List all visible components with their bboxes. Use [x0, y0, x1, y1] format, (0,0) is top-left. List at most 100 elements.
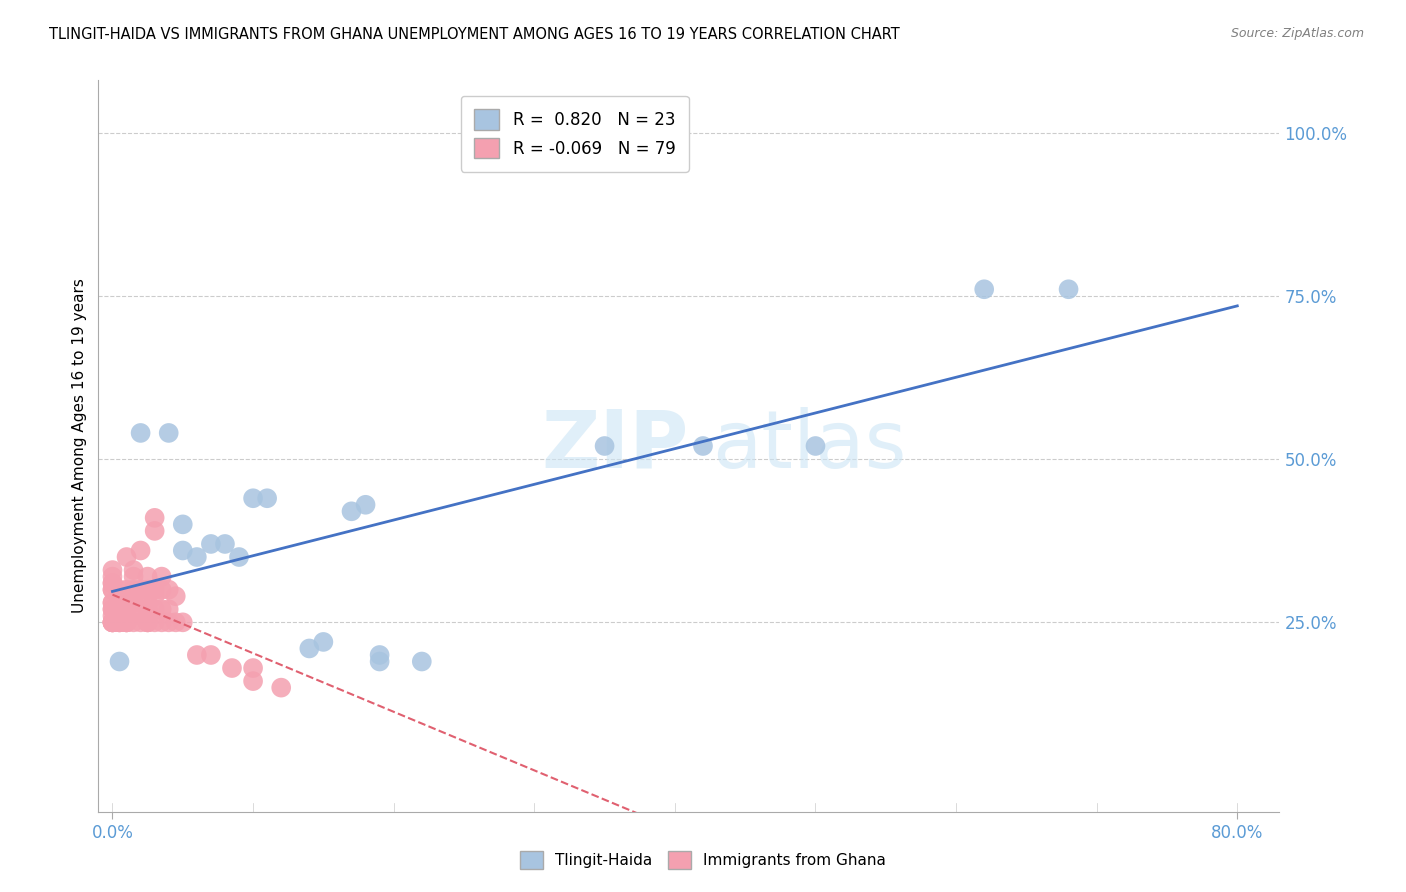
Point — [256, 491, 278, 506]
Text: 0.820: 0.820 — [529, 110, 581, 128]
Point — [115, 549, 138, 564]
Point — [165, 589, 187, 603]
Point — [150, 569, 173, 583]
Point — [340, 504, 363, 518]
Point — [122, 615, 145, 630]
Point — [129, 602, 152, 616]
Point — [101, 615, 124, 630]
Point — [108, 655, 131, 669]
Point — [101, 569, 124, 583]
Point — [270, 681, 292, 695]
Point — [129, 582, 152, 597]
Point — [101, 596, 124, 610]
Legend: Tlingit-Haida, Immigrants from Ghana: Tlingit-Haida, Immigrants from Ghana — [515, 845, 891, 875]
Point — [108, 615, 131, 630]
Point — [150, 602, 173, 616]
Point — [122, 608, 145, 623]
Point — [115, 596, 138, 610]
Point — [122, 596, 145, 610]
Point — [157, 602, 180, 616]
Point — [136, 602, 159, 616]
Point — [136, 608, 159, 623]
Point — [242, 491, 264, 506]
Point — [186, 648, 208, 662]
Point — [115, 615, 138, 630]
Point — [101, 596, 124, 610]
Point — [1057, 282, 1080, 296]
Point — [108, 615, 131, 630]
Point — [157, 425, 180, 440]
Point — [108, 582, 131, 597]
Point — [115, 589, 138, 603]
Text: Source: ZipAtlas.com: Source: ZipAtlas.com — [1230, 27, 1364, 40]
Point — [143, 589, 166, 603]
Point — [115, 602, 138, 616]
Point — [172, 543, 194, 558]
Point — [368, 648, 391, 662]
Point — [108, 615, 131, 630]
Point — [136, 582, 159, 597]
Point — [122, 563, 145, 577]
Point — [368, 655, 391, 669]
Point — [312, 635, 335, 649]
Point — [101, 582, 124, 597]
Point — [115, 608, 138, 623]
Point — [122, 589, 145, 603]
Point — [242, 674, 264, 689]
Text: ZIP: ZIP — [541, 407, 689, 485]
Point — [115, 615, 138, 630]
Point — [101, 615, 124, 630]
Point — [101, 608, 124, 623]
Y-axis label: Unemployment Among Ages 16 to 19 years: Unemployment Among Ages 16 to 19 years — [72, 278, 87, 614]
Point — [136, 596, 159, 610]
Point — [172, 517, 194, 532]
Text: -0.069: -0.069 — [522, 148, 581, 166]
Point — [242, 661, 264, 675]
Point — [115, 615, 138, 630]
Point — [101, 602, 124, 616]
Point — [122, 569, 145, 583]
Point — [165, 615, 187, 630]
Point — [101, 602, 124, 616]
Point — [804, 439, 827, 453]
Point — [143, 524, 166, 538]
Point — [172, 615, 194, 630]
Point — [354, 498, 377, 512]
Point — [150, 615, 173, 630]
Legend: R =  0.820   N = 23, R = -0.069   N = 79: R = 0.820 N = 23, R = -0.069 N = 79 — [461, 96, 689, 171]
Point — [136, 615, 159, 630]
Point — [129, 589, 152, 603]
Point — [101, 615, 124, 630]
Point — [129, 543, 152, 558]
Point — [136, 569, 159, 583]
Point — [136, 602, 159, 616]
Point — [143, 615, 166, 630]
Point — [143, 602, 166, 616]
Point — [200, 648, 222, 662]
Point — [108, 608, 131, 623]
Point — [221, 661, 243, 675]
Point — [101, 563, 124, 577]
Point — [157, 582, 180, 597]
Point — [298, 641, 321, 656]
Point — [101, 576, 124, 591]
Text: atlas: atlas — [713, 407, 907, 485]
Point — [115, 582, 138, 597]
Point — [108, 602, 131, 616]
Point — [143, 511, 166, 525]
Point — [115, 602, 138, 616]
Point — [692, 439, 714, 453]
Point — [593, 439, 616, 453]
Point — [150, 582, 173, 597]
Point — [136, 615, 159, 630]
Point — [200, 537, 222, 551]
Point — [411, 655, 433, 669]
Point — [228, 549, 250, 564]
Point — [115, 608, 138, 623]
Point — [101, 615, 124, 630]
Point — [143, 582, 166, 597]
Point — [101, 576, 124, 591]
Point — [186, 549, 208, 564]
Point — [129, 425, 152, 440]
Point — [115, 615, 138, 630]
